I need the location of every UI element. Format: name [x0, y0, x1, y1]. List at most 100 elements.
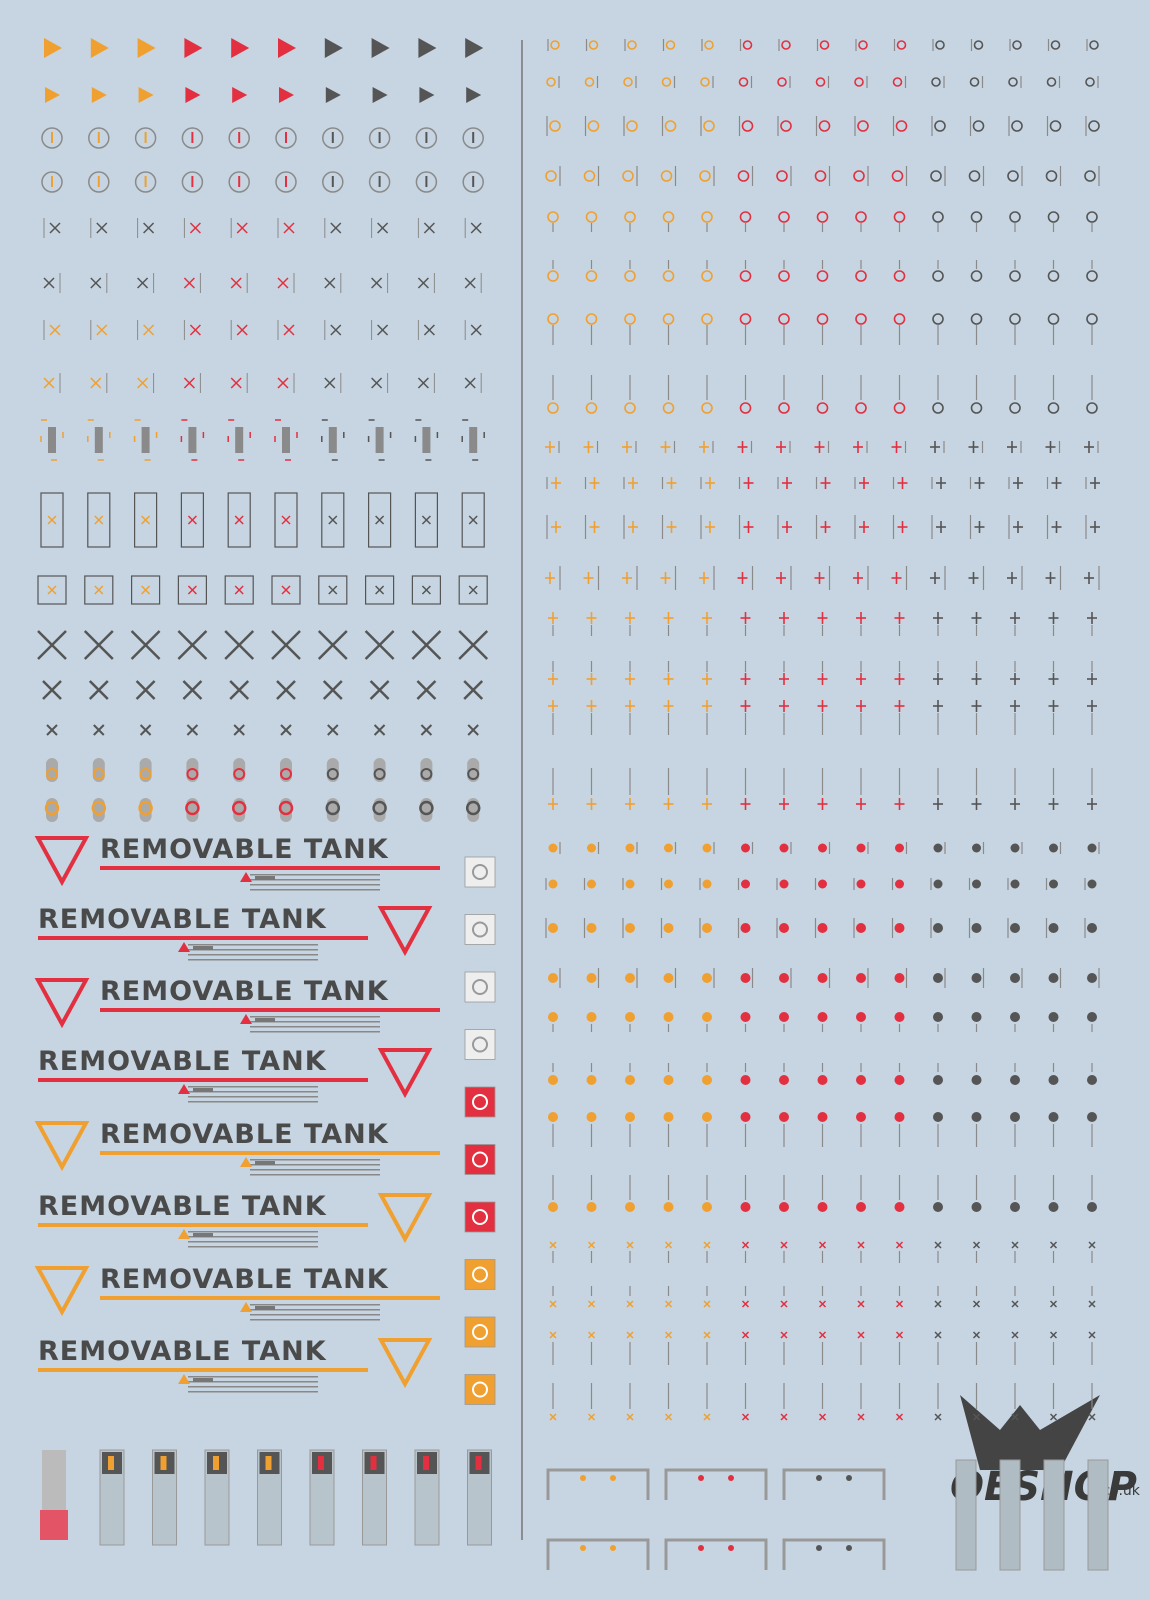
badge: [464, 1029, 496, 1060]
tag-dot: [325, 800, 341, 816]
banner-text: REMOVABLE TANK: [38, 1336, 327, 1367]
dot: [610, 1475, 616, 1481]
fine-print: [193, 1378, 213, 1382]
dot: [580, 1475, 586, 1481]
ring: [969, 77, 980, 87]
flag: [184, 38, 203, 58]
ring: [547, 402, 559, 414]
cross: [47, 585, 57, 595]
tag-dot: [231, 800, 247, 816]
cross: [233, 724, 245, 736]
fine-print: [250, 884, 380, 886]
ring: [41, 171, 63, 193]
fine-print: [255, 1161, 275, 1165]
ring: [700, 77, 710, 87]
dot: [548, 1075, 558, 1085]
fine-print: [250, 1309, 380, 1311]
ring: [624, 313, 636, 325]
ring: [275, 171, 297, 193]
cross: [281, 515, 291, 525]
ring: [854, 77, 864, 87]
ring: [778, 211, 790, 223]
mini-warning: [240, 1014, 252, 1024]
fine-print: [188, 944, 318, 946]
dot: [1010, 1202, 1020, 1212]
cross: [895, 1331, 904, 1339]
dot: [933, 1202, 943, 1212]
flag: [372, 87, 388, 103]
dot: [895, 879, 904, 889]
cross: [281, 585, 291, 595]
fine-print: [188, 1381, 318, 1383]
dot: [895, 843, 904, 853]
cross: [1049, 1300, 1058, 1308]
ring: [932, 402, 944, 414]
ring: [855, 211, 867, 223]
fine-print: [188, 1376, 318, 1378]
flag: [465, 38, 484, 58]
cross: [549, 1300, 557, 1308]
dot: [625, 973, 635, 983]
cross: [96, 222, 108, 234]
cross: [277, 377, 289, 389]
dot: [856, 843, 866, 853]
ring: [546, 77, 556, 87]
tag-dot: [420, 768, 433, 780]
ring: [462, 171, 484, 193]
cross: [135, 680, 156, 700]
fine-print: [250, 1319, 380, 1321]
dot: [846, 1545, 852, 1551]
ring: [587, 120, 600, 132]
ring: [181, 171, 204, 193]
cross: [423, 324, 435, 336]
badge-mark: [472, 979, 488, 995]
cross: [141, 585, 151, 595]
fine-print: [250, 889, 380, 891]
cross: [90, 277, 102, 289]
ring: [739, 313, 752, 325]
ring: [701, 402, 713, 414]
ring: [545, 170, 557, 182]
cross: [46, 724, 58, 736]
ring: [970, 313, 983, 325]
ring: [624, 211, 636, 223]
badge-mark: [472, 1324, 488, 1340]
dot: [971, 923, 982, 933]
cross: [626, 1241, 634, 1249]
cross: [371, 377, 383, 389]
dot: [779, 843, 789, 853]
dot: [817, 1075, 828, 1085]
tag-dot: [92, 768, 105, 780]
fine-print: [193, 1088, 213, 1092]
ring: [973, 40, 984, 50]
ring: [815, 77, 826, 87]
flag: [90, 38, 109, 58]
dot: [894, 973, 905, 983]
mini-warning: [240, 1157, 252, 1167]
ring: [585, 211, 598, 223]
cross: [187, 515, 197, 525]
dot: [548, 923, 558, 933]
cross: [421, 515, 431, 525]
cross: [1088, 1241, 1096, 1249]
ring: [660, 170, 673, 182]
ring: [892, 77, 903, 87]
badge: [464, 914, 496, 945]
dot: [894, 1202, 905, 1212]
cross: [143, 222, 155, 234]
cross: [1011, 1300, 1019, 1308]
cross: [818, 1413, 827, 1421]
bracket: [367, 419, 392, 461]
dot: [894, 923, 905, 933]
cross: [470, 324, 482, 336]
cross: [234, 515, 244, 525]
dot: [972, 879, 981, 889]
mini-warning: [240, 1302, 252, 1312]
ring: [588, 40, 599, 50]
ring: [816, 402, 829, 414]
ring: [814, 170, 827, 182]
ring: [1085, 77, 1095, 87]
ring: [970, 211, 983, 223]
tag-dot: [419, 800, 434, 816]
cross: [417, 377, 429, 389]
